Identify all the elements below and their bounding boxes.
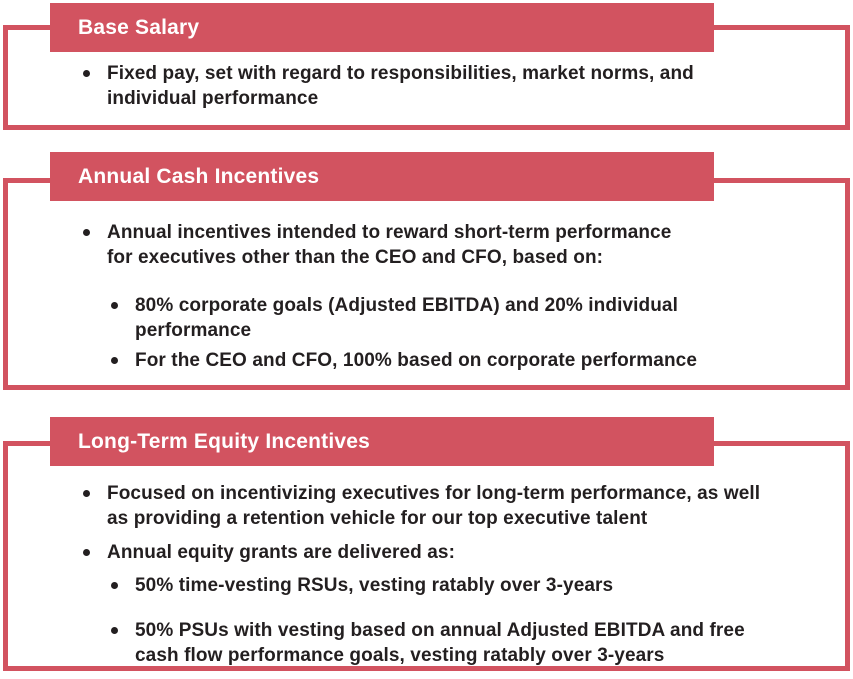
bullet-item: 50% time-vesting RSUs, vesting ratably o… [105,573,821,598]
bullet-text: For the CEO and CFO, 100% based on corpo… [135,350,697,371]
bullet-dot-icon [105,573,135,598]
bullet-dot-icon [105,293,135,318]
bullet-text: Focused on incentivizing executives for … [107,483,761,529]
bullet-item: 50% PSUs with vesting based on annual Ad… [105,618,821,668]
bullet-text: 50% PSUs with vesting based on annual Ad… [135,620,745,666]
bullet-item: 80% corporate goals (Adjusted EBITDA) an… [105,293,821,343]
bullet-dot-icon [77,540,107,565]
bullet-list: Focused on incentivizing executives for … [8,446,845,668]
card-title: Annual Cash Incentives [78,164,320,188]
bullet-text: 50% time-vesting RSUs, vesting ratably o… [135,575,614,596]
bullet-dot-icon [105,348,135,373]
card-header-long-term-equity-incentives: Long-Term Equity Incentives [50,417,714,466]
bullet-text: 80% corporate goals (Adjusted EBITDA) an… [135,295,678,341]
bullet-item: Focused on incentivizing executives for … [77,481,821,531]
bullet-dot-icon [105,618,135,643]
bullet-text: Annual equity grants are delivered as: [107,542,456,563]
bullet-item: Annual equity grants are delivered as: [77,540,821,565]
bullet-list: Annual incentives intended to reward sho… [8,183,845,373]
bullet-list: Fixed pay, set with regard to responsibi… [8,30,845,111]
bullet-text: Annual incentives intended to reward sho… [107,222,672,268]
card-title: Long-Term Equity Incentives [78,429,371,453]
bullet-item: Annual incentives intended to reward sho… [77,220,821,270]
bullet-text: Fixed pay, set with regard to responsibi… [107,63,694,109]
bullet-item: Fixed pay, set with regard to responsibi… [77,61,821,111]
bullet-dot-icon [77,61,107,86]
card-annual-cash-incentives: Annual incentives intended to reward sho… [3,178,850,390]
bullet-item: For the CEO and CFO, 100% based on corpo… [105,348,821,373]
bullet-dot-icon [77,220,107,245]
card-long-term-equity-incentives: Focused on incentivizing executives for … [3,441,850,671]
card-header-base-salary: Base Salary [50,3,714,52]
card-header-annual-cash-incentives: Annual Cash Incentives [50,152,714,201]
card-title: Base Salary [78,15,200,39]
bullet-dot-icon [77,481,107,506]
